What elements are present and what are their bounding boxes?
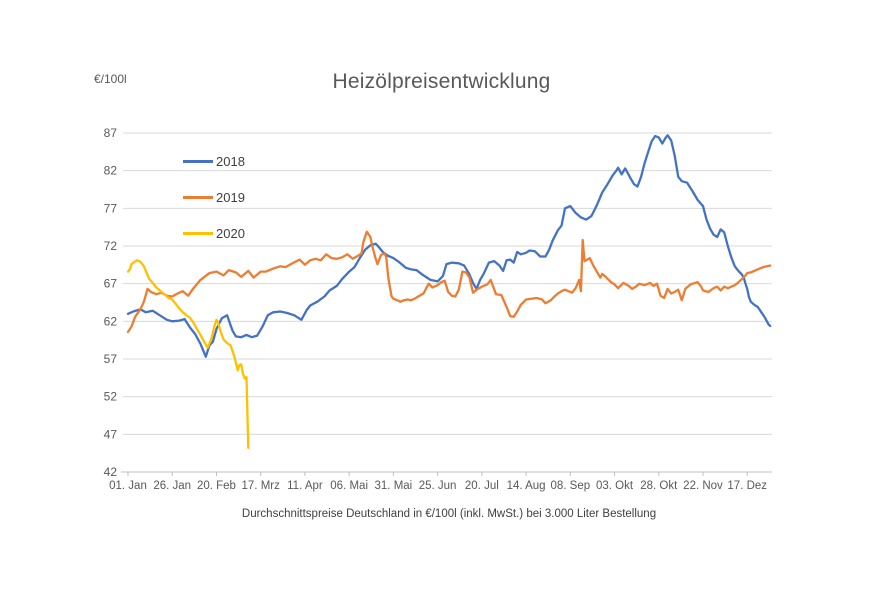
chart-caption: Durchschnittspreise Deutschland in €/100…	[241, 508, 657, 520]
y-tick-label: 42	[104, 465, 118, 479]
x-axis: 01. Jan 26. Jan 20. Feb 17. Mrz 11. Apr 06. M…	[109, 471, 772, 492]
x-tick-label: 01. Jan	[109, 480, 147, 492]
y-tick-label: 62	[104, 314, 118, 328]
legend-label-2018: 2018	[216, 153, 245, 169]
x-tick-label: 17. Dez	[727, 480, 767, 492]
x-tick-label: 20. Feb	[197, 480, 236, 492]
series-line-2020	[126, 259, 250, 450]
legend-swatch-2018	[183, 159, 213, 163]
y-tick-label: 82	[104, 164, 118, 178]
y-tick-label: 77	[104, 201, 118, 215]
x-tick-label: 20. Jul	[465, 480, 499, 492]
x-tick-label: 25. Jun	[419, 480, 457, 492]
x-tick-label: 26. Jan	[153, 480, 191, 492]
y-tick-label: 87	[104, 126, 118, 140]
legend-swatch-2020	[183, 231, 213, 235]
legend-swatch-2019	[183, 195, 213, 199]
legend-label-2019: 2019	[216, 189, 245, 205]
series-line-2019	[126, 230, 772, 334]
x-tick-label: 08. Sep	[550, 480, 590, 492]
y-tick-label: 52	[104, 390, 118, 404]
x-tick-label: 28. Okt	[640, 480, 678, 492]
y-axis-labels: 87 82 77 72 67 62 57 52 47 42	[104, 126, 118, 479]
x-tick-label: 03. Okt	[596, 480, 634, 492]
x-tick-label: 11. Apr	[287, 480, 323, 492]
x-tick-label: 06. Mai	[330, 480, 368, 492]
legend-item-2018: 2018	[183, 143, 245, 179]
x-tick-label: 14. Aug	[507, 480, 546, 492]
x-tick-label: 22. Nov	[683, 480, 723, 492]
chart-title: Heizölpreisentwicklung	[332, 70, 551, 93]
x-tick-label: 17. Mrz	[242, 480, 281, 492]
y-tick-label: 57	[104, 352, 118, 366]
y-tick-label: 72	[104, 239, 118, 253]
y-axis-unit-label: €/100l	[94, 72, 127, 86]
legend: 2018 2019 2020	[183, 143, 245, 251]
y-tick-label: 67	[104, 277, 118, 291]
y-tick-label: 47	[104, 427, 118, 441]
legend-item-2019: 2019	[183, 179, 245, 215]
legend-label-2020: 2020	[216, 225, 245, 241]
legend-item-2020: 2020	[183, 215, 245, 251]
series-line-2018	[126, 134, 772, 358]
x-tick-label: 31. Mai	[375, 480, 413, 492]
